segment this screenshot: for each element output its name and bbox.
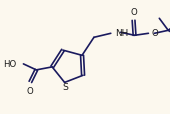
Text: O: O <box>130 8 137 17</box>
Text: O: O <box>151 28 158 38</box>
Text: O: O <box>27 86 34 95</box>
Text: S: S <box>63 82 69 91</box>
Text: HO: HO <box>3 60 16 69</box>
Text: NH: NH <box>115 28 128 38</box>
